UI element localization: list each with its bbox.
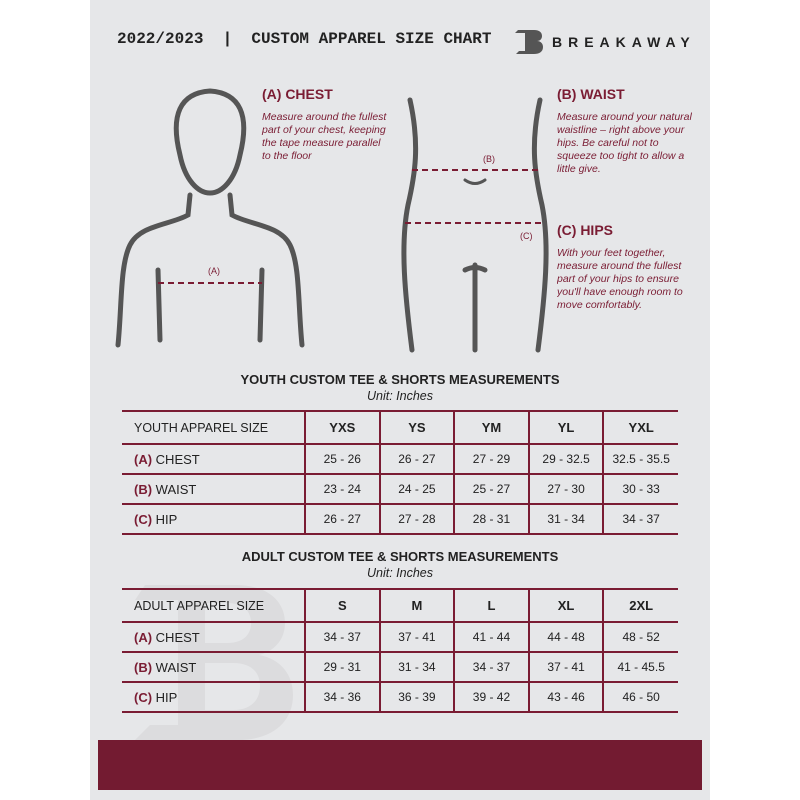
chest-description: Measure around the fullest part of your … [262,111,387,162]
header-cell: L [453,588,529,622]
row-label: (A) CHEST [122,621,305,652]
table-row: (C) HIP 26 - 27 27 - 28 28 - 31 31 - 34 34 - … [122,503,678,534]
row-letter: (A) [134,451,153,467]
header-cell: YM [453,410,529,444]
table-cell: 36 - 39 [378,681,455,712]
table-cell: 39 - 42 [453,681,529,712]
hips-heading: (C) HIPS [557,222,613,238]
table-cell: 29 - 32.5 [527,443,604,474]
row-label-text: CHEST [155,451,200,467]
table-cell: 37 - 41 [378,621,455,652]
table-cell: 46 - 50 [602,681,678,712]
row-letter: (A) [134,629,153,645]
chest-marker: (A) [208,266,220,276]
row-label-text: HIP [155,689,178,705]
hips-description: With your feet together, measure around … [557,247,683,311]
table-cell: 29 - 31 [304,651,380,682]
table-cell: 41 - 44 [453,621,529,652]
youth-table-title: YOUTH CUSTOM TEE & SHORTS MEASUREMENTS [240,372,560,387]
row-label: (A) CHEST [122,443,305,474]
adult-size-table: ADULT APPAREL SIZE S M L XL 2XL (A) CHEST 34 - … [122,588,678,713]
table-cell: 26 - 27 [304,503,380,534]
header-cell: YS [378,410,455,444]
youth-size-table: YOUTH APPAREL SIZE YXS YS YM YL YXL (A) CHEST 2… [122,410,678,535]
lower-body-illustration [401,97,549,353]
table-cell: 34 - 37 [453,651,529,682]
table-cell: 30 - 33 [602,473,678,504]
row-label-text: CHEST [155,629,200,645]
header-cell: ADULT APPAREL SIZE [122,588,305,622]
table-cell: 34 - 36 [304,681,380,712]
row-letter: (B) [134,481,153,497]
footer-band [98,740,702,790]
table-row: (C) HIP 34 - 36 36 - 39 39 - 42 43 - 46 46 - … [122,681,678,712]
page-title: 2022/2023 | CUSTOM APPAREL SIZE CHART [117,30,492,48]
table-cell: 27 - 29 [453,443,529,474]
table-cell: 27 - 30 [527,473,604,504]
breakaway-logo-icon [515,30,543,54]
hips-marker: (C) [520,231,533,241]
row-label-text: WAIST [155,659,197,675]
row-label: (B) WAIST [122,651,305,682]
header-cell: YXL [602,410,678,444]
table-cell: 24 - 25 [378,473,455,504]
table-cell: 41 - 45.5 [602,651,678,682]
table-cell: 34 - 37 [602,503,678,534]
table-cell: 28 - 31 [453,503,529,534]
header-cell: YOUTH APPAREL SIZE [122,410,305,444]
table-cell: 32.5 - 35.5 [602,443,678,474]
waist-marker: (B) [483,154,495,164]
table-cell: 44 - 48 [527,621,604,652]
row-letter: (C) [134,511,153,527]
waist-description: Measure around your natural waistline – … [557,111,692,175]
table-cell: 25 - 26 [304,443,380,474]
header-cell: S [304,588,380,622]
table-header-row: YOUTH APPAREL SIZE YXS YS YM YL YXL [122,410,678,444]
header-cell: YXS [304,410,380,444]
table-cell: 31 - 34 [378,651,455,682]
row-label-text: WAIST [155,481,197,497]
table-cell: 43 - 46 [527,681,604,712]
row-label-text: HIP [155,511,178,527]
row-letter: (C) [134,689,153,705]
table-cell: 48 - 52 [602,621,678,652]
table-cell: 37 - 41 [527,651,604,682]
brand-name: BREAKAWAY [552,34,696,50]
table-cell: 25 - 27 [453,473,529,504]
row-label: (B) WAIST [122,473,305,504]
table-cell: 26 - 27 [378,443,455,474]
table-cell: 34 - 37 [304,621,380,652]
header-cell: 2XL [602,588,678,622]
table-row: (A) CHEST 34 - 37 37 - 41 41 - 44 44 - 48 48 … [122,621,678,652]
adult-unit: Unit: Inches [366,566,433,580]
row-letter: (B) [134,659,153,675]
header-cell: XL [527,588,604,622]
header-cell: YL [527,410,604,444]
table-header-row: ADULT APPAREL SIZE S M L XL 2XL [122,588,678,622]
table-row: (B) WAIST 23 - 24 24 - 25 25 - 27 27 - 30 30 … [122,473,678,504]
chest-heading: (A) CHEST [262,86,333,102]
table-cell: 31 - 34 [527,503,604,534]
table-cell: 23 - 24 [304,473,380,504]
row-label: (C) HIP [122,681,305,712]
size-chart-page: 2022/2023 | CUSTOM APPAREL SIZE CHART BR… [90,0,710,800]
table-row: (B) WAIST 29 - 31 31 - 34 34 - 37 37 - 41 41 … [122,651,678,682]
adult-table-title: ADULT CUSTOM TEE & SHORTS MEASUREMENTS [241,549,559,564]
header-cell: M [378,588,455,622]
row-label: (C) HIP [122,503,305,534]
upper-body-illustration [115,88,305,348]
waist-heading: (B) WAIST [557,86,625,102]
youth-unit: Unit: Inches [366,389,433,403]
table-row: (A) CHEST 25 - 26 26 - 27 27 - 29 29 - 32.5 3… [122,443,678,474]
table-cell: 27 - 28 [378,503,455,534]
